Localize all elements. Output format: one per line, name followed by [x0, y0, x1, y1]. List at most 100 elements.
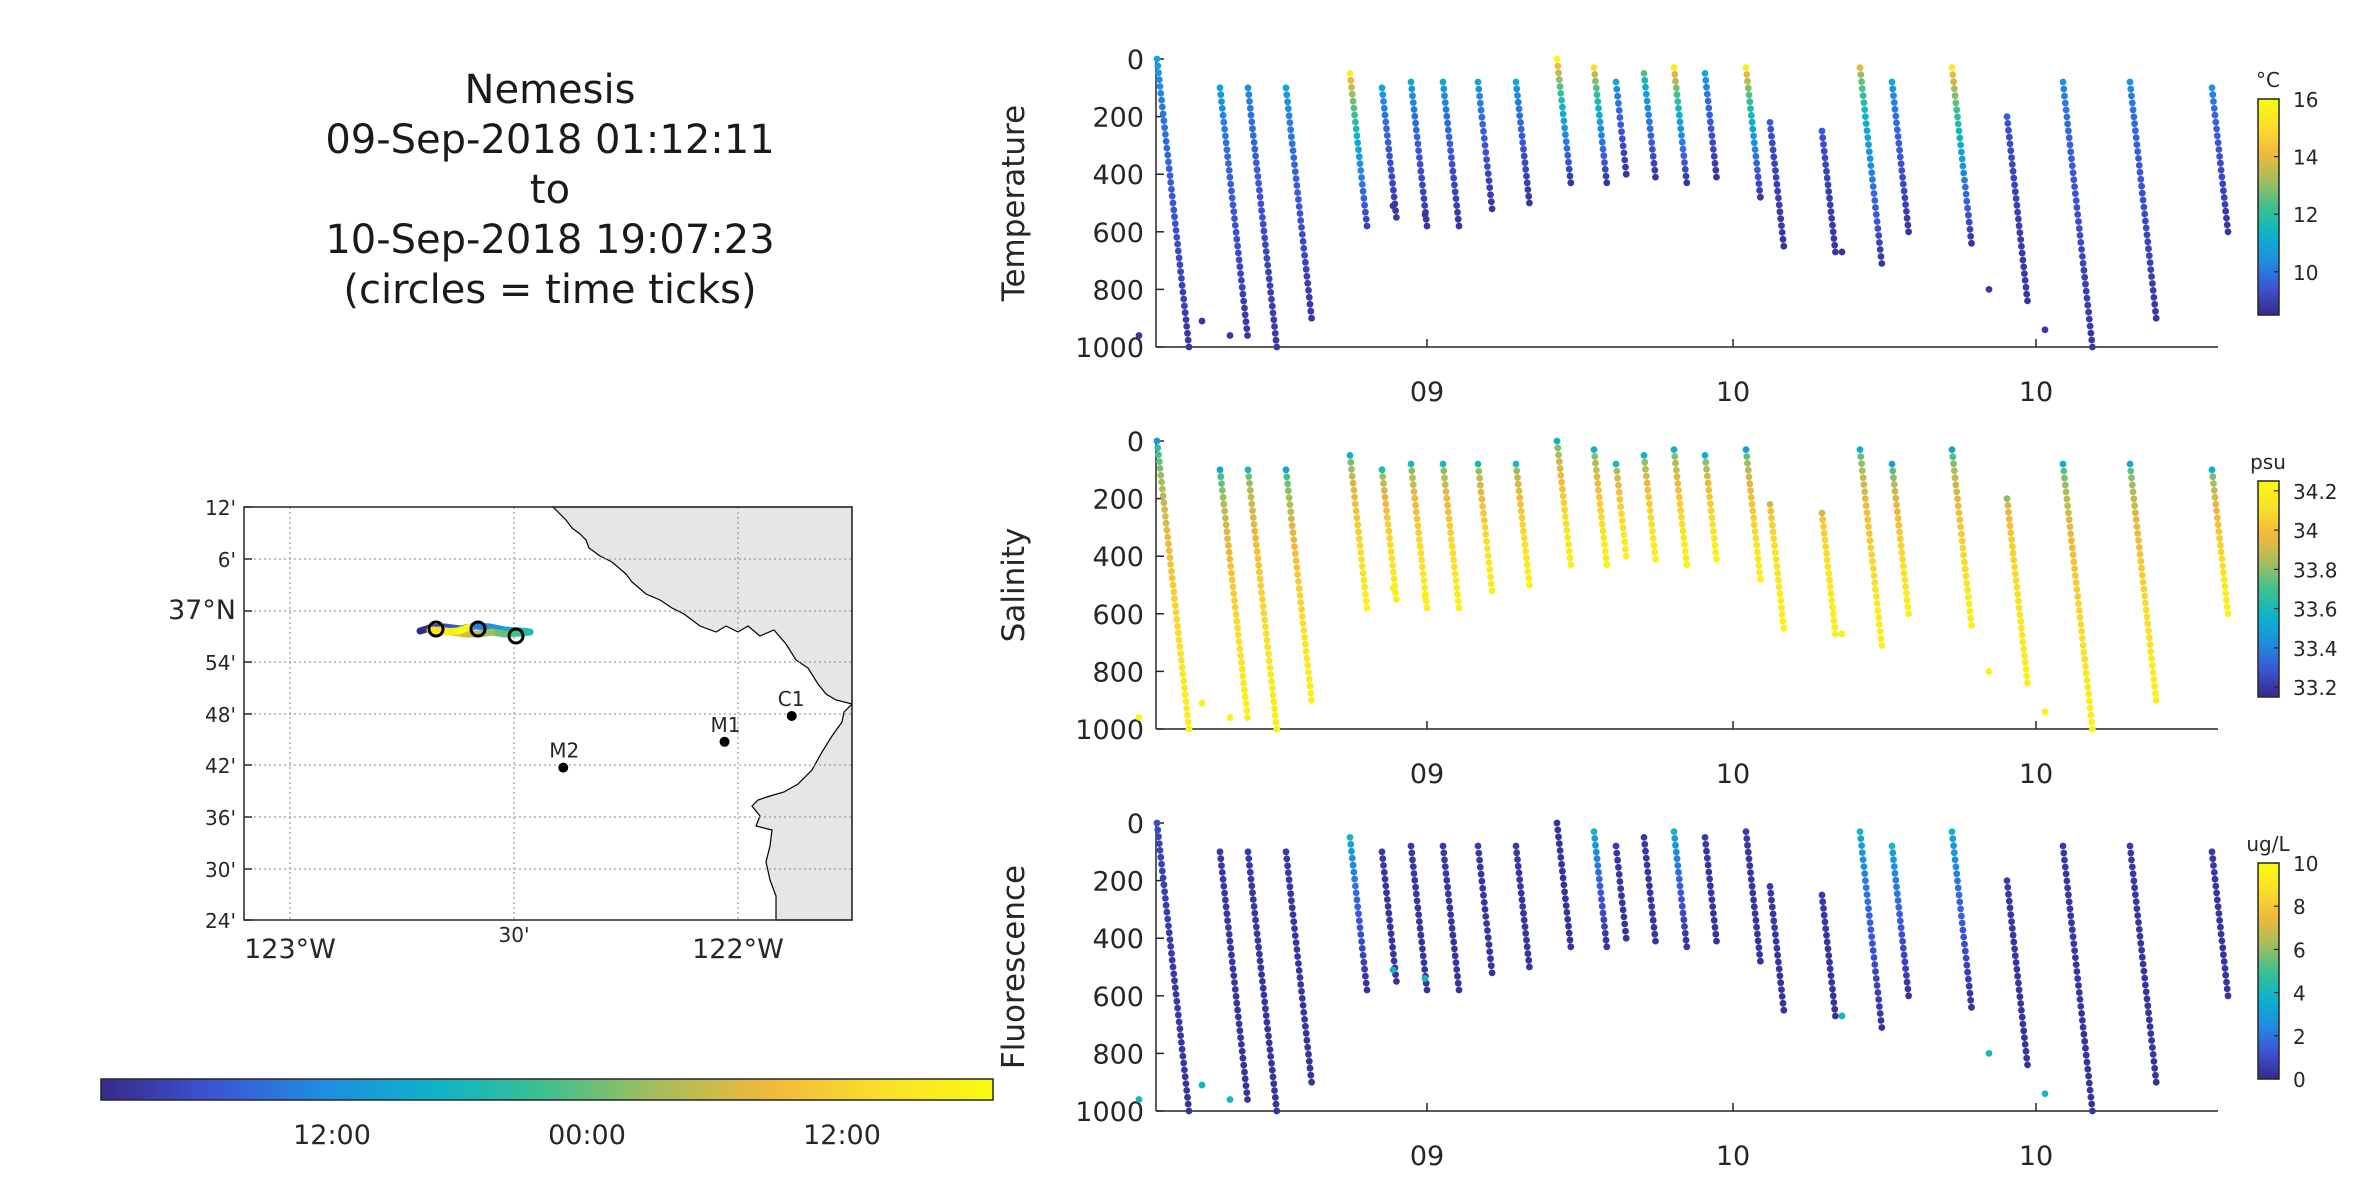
data-point: [1903, 208, 1910, 215]
data-point: [1744, 466, 1752, 474]
data-point: [1710, 910, 1717, 917]
data-point: [2021, 270, 2028, 277]
data-point: [1450, 556, 1458, 564]
data-point: [1953, 870, 1961, 878]
data-point: [1216, 84, 1224, 92]
data-point: [1245, 91, 1253, 98]
data-point: [1254, 173, 1262, 180]
data-point: [1255, 943, 1262, 951]
data-point: [1596, 118, 1604, 126]
data-point: [1892, 112, 1900, 120]
data-point: [1236, 263, 1244, 271]
data-point: [1453, 966, 1461, 973]
data-point: [1767, 889, 1775, 897]
data-point: [1251, 145, 1259, 153]
data-point: [1706, 111, 1713, 119]
data-point: [2018, 631, 2026, 639]
data-point: [1618, 899, 1626, 907]
data-point: [1706, 875, 1713, 883]
data-point: [1562, 138, 1570, 146]
data-point: [1559, 485, 1566, 493]
data-point: [1481, 906, 1489, 913]
data-point: [1965, 600, 1973, 608]
data-point: [1389, 179, 1396, 187]
data-point: [2142, 988, 2150, 996]
data-point: [2136, 168, 2144, 176]
data-point: [1707, 125, 1715, 133]
data-point: [1262, 1005, 1269, 1013]
data-point: [1417, 549, 1425, 557]
data-point: [2213, 125, 2221, 133]
data-point: [1414, 140, 1422, 148]
data-point: [1416, 154, 1423, 161]
data-point: [1421, 966, 1429, 973]
data-point: [1234, 624, 1241, 632]
data-point: [1153, 437, 1161, 445]
data-point: [1566, 554, 1574, 562]
station-marker: [558, 762, 569, 773]
data-point: [1646, 500, 1653, 508]
data-point: [1747, 869, 1754, 876]
data-point: [1954, 502, 1962, 510]
data-point: [1417, 931, 1425, 939]
data-point: [1171, 602, 1179, 609]
data-point: [1216, 848, 1224, 856]
data-point: [1520, 152, 1528, 160]
data-point: [1749, 125, 1757, 133]
data-point: [2088, 336, 2096, 344]
data-point: [2064, 884, 2072, 892]
data-point: [1485, 559, 1493, 566]
data-point: [1616, 878, 1624, 885]
data-point: [1231, 979, 1238, 986]
data-point: [1475, 85, 1483, 93]
data-point: [1476, 99, 1484, 107]
data-point: [1564, 915, 1572, 923]
data-point: [1966, 989, 1974, 997]
data-point: [1183, 323, 1191, 330]
data-point: [1174, 1004, 1181, 1012]
station-label: C1: [778, 687, 805, 711]
data-point: [1265, 268, 1272, 276]
data-point: [1903, 596, 1911, 604]
data-point: [1875, 232, 1883, 239]
data-point: [1170, 206, 1178, 214]
data-point: [2081, 655, 2089, 663]
data-point: [1876, 239, 1883, 246]
data-point: [1350, 486, 1358, 494]
data-point: [1302, 265, 1310, 273]
data-point: [2012, 959, 2020, 966]
data-point: [1363, 986, 1371, 994]
data-point: [1592, 459, 1599, 467]
data-point: [1888, 460, 1896, 468]
data-point: [1358, 556, 1365, 563]
data-point: [2011, 181, 2018, 189]
data-point: [1297, 981, 1305, 988]
data-point: [1303, 654, 1311, 662]
data-point: [1829, 992, 1837, 1000]
data-point: [1474, 78, 1482, 86]
data-point: [1166, 172, 1174, 180]
data-point: [2219, 180, 2227, 188]
data-point: [1390, 186, 1397, 194]
data-point: [2220, 576, 2228, 583]
data-point: [1615, 489, 1623, 496]
data-point: [1614, 474, 1621, 482]
data-point: [1595, 111, 1603, 119]
data-point: [2144, 238, 2152, 246]
data-point: [1416, 536, 1423, 543]
data-point: [2214, 139, 2222, 147]
data-point: [1356, 542, 1364, 549]
data-point: [1703, 854, 1711, 862]
data-point: [1161, 506, 1168, 513]
data-point: [1754, 937, 1762, 945]
data-point: [1306, 682, 1314, 690]
data-point: [1904, 603, 1912, 611]
data-point: [1869, 940, 1876, 947]
data-point: [1649, 916, 1657, 924]
data-point: [1227, 944, 1235, 952]
data-point: [1557, 472, 1565, 479]
data-point: [1516, 494, 1524, 501]
data-point: [2134, 148, 2142, 155]
data-point: [1179, 288, 1187, 296]
data-point: [1305, 668, 1312, 676]
